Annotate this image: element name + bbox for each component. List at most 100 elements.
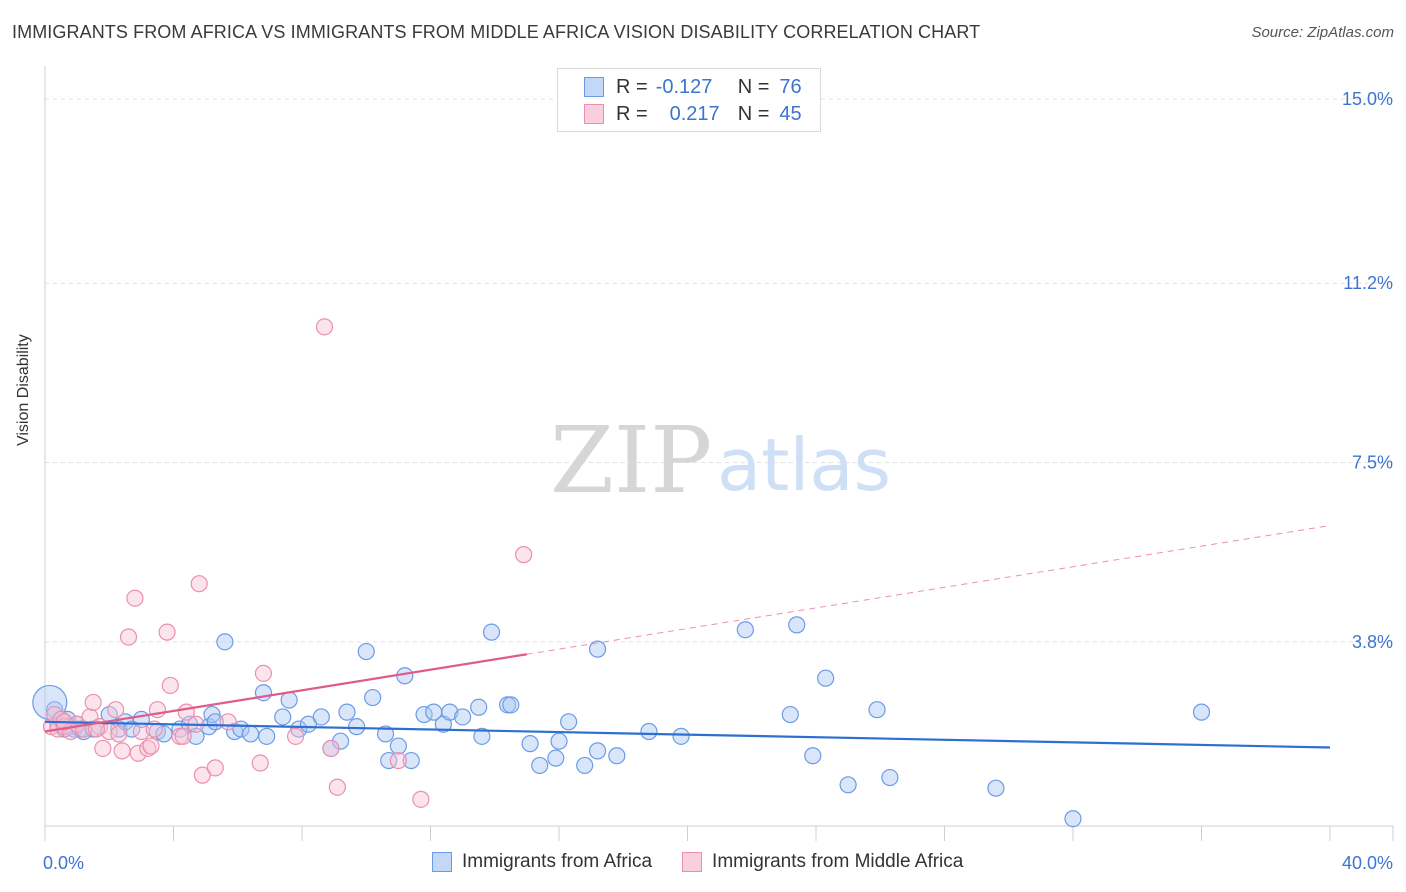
data-point-middle-africa xyxy=(110,725,128,743)
legend-r-value: 0.217 xyxy=(669,102,720,125)
data-point-middle-africa xyxy=(254,664,273,682)
series-africa-points xyxy=(32,616,1211,828)
data-point-africa xyxy=(868,701,886,719)
data-point-africa xyxy=(1192,703,1211,721)
data-point-africa xyxy=(380,751,398,770)
series-legend: Immigrants from Africa Immigrants from M… xyxy=(432,851,993,873)
data-point-middle-africa xyxy=(142,737,160,755)
trend-line-middle-africa-extension xyxy=(526,525,1331,655)
legend-item-africa: Immigrants from Africa xyxy=(432,851,652,873)
y-tick-label: 15.0% xyxy=(1342,89,1393,109)
data-point-africa xyxy=(242,725,260,743)
y-tick-label: 3.8% xyxy=(1352,632,1393,652)
data-point-africa xyxy=(376,725,395,743)
data-point-middle-africa xyxy=(412,790,430,808)
trend-lines xyxy=(44,525,1331,749)
data-point-middle-africa xyxy=(219,713,237,731)
data-point-middle-africa xyxy=(129,744,147,762)
legend-row-middle-africa: R = 0.217 N = 45 xyxy=(584,101,802,127)
data-point-africa xyxy=(470,698,488,716)
legend-n-value: 76 xyxy=(779,75,802,98)
data-point-africa xyxy=(881,768,899,787)
data-point-middle-africa xyxy=(126,589,144,607)
stats-legend: R = -0.127 N = 76 R = 0.217 N = 45 xyxy=(557,68,821,132)
chart-title: IMMIGRANTS FROM AFRICA VS IMMIGRANTS FRO… xyxy=(12,22,981,42)
legend-item-middle-africa: Immigrants from Middle Africa xyxy=(682,851,963,873)
legend-swatch-africa xyxy=(432,852,452,872)
data-point-africa xyxy=(788,616,806,634)
data-point-africa xyxy=(274,708,292,726)
legend-n-value: 45 xyxy=(779,102,802,125)
data-point-africa xyxy=(839,776,857,794)
watermark-zip: ZIP xyxy=(550,407,712,514)
data-point-middle-africa xyxy=(206,759,224,777)
data-point-middle-africa xyxy=(161,676,179,695)
watermark-atlas: atlas xyxy=(717,423,891,507)
legend-r-value: -0.127 xyxy=(655,75,713,98)
data-point-africa xyxy=(781,705,799,724)
legend-swatch-middle-africa xyxy=(584,104,604,124)
axes xyxy=(44,66,1394,841)
data-point-africa xyxy=(258,727,276,745)
data-point-middle-africa xyxy=(139,739,157,758)
data-point-africa xyxy=(357,642,375,661)
grid-lines xyxy=(45,98,1393,643)
data-point-africa xyxy=(817,669,835,687)
data-point-africa xyxy=(588,640,607,658)
data-point-middle-africa xyxy=(328,778,346,796)
data-point-middle-africa xyxy=(84,693,102,712)
data-point-africa xyxy=(531,756,549,775)
data-point-middle-africa xyxy=(193,766,212,784)
data-point-africa xyxy=(348,718,366,736)
data-point-africa xyxy=(672,727,690,745)
data-point-middle-africa xyxy=(515,546,533,564)
data-point-middle-africa xyxy=(94,739,112,758)
data-point-middle-africa xyxy=(113,742,131,760)
y-tick-label: 7.5% xyxy=(1352,453,1393,473)
legend-label-africa: Immigrants from Africa xyxy=(462,851,653,872)
data-point-africa xyxy=(46,701,64,719)
legend-r-label: R = xyxy=(616,75,648,98)
data-point-middle-africa xyxy=(107,701,125,719)
legend-label-middle-africa: Immigrants from Middle Africa xyxy=(712,851,964,872)
legend-n-label: N = xyxy=(737,75,770,98)
data-point-africa xyxy=(338,703,356,721)
data-point-africa xyxy=(547,749,565,767)
series-middle-africa-points xyxy=(42,318,533,808)
legend-r-label: R = xyxy=(616,102,648,125)
data-point-middle-africa xyxy=(322,739,340,758)
data-point-africa xyxy=(804,747,822,765)
data-point-middle-africa xyxy=(286,727,305,745)
data-point-africa xyxy=(736,621,754,639)
watermark: ZIP atlas xyxy=(550,407,891,514)
legend-swatch-africa xyxy=(584,77,604,97)
data-point-africa xyxy=(473,727,491,745)
y-axis-label: Vision Disability xyxy=(15,334,32,446)
trend-line-middle-africa xyxy=(44,653,528,733)
data-point-middle-africa xyxy=(389,751,407,770)
data-point-africa xyxy=(521,735,539,753)
data-point-middle-africa xyxy=(190,575,208,593)
data-point-africa xyxy=(402,751,420,770)
legend-n-label: N = xyxy=(737,102,770,125)
data-point-africa xyxy=(216,633,234,651)
data-point-africa xyxy=(502,696,520,714)
y-tick-label: 11.2% xyxy=(1343,273,1393,293)
data-point-middle-africa xyxy=(174,727,192,745)
data-point-middle-africa xyxy=(87,720,106,738)
x-tick-label: 0.0% xyxy=(43,853,84,873)
data-point-africa xyxy=(987,779,1005,797)
data-point-africa xyxy=(550,732,568,750)
legend-row-africa: R = -0.127 N = 76 xyxy=(584,74,802,100)
data-point-africa xyxy=(1064,810,1082,828)
data-point-africa xyxy=(441,703,459,721)
data-point-africa xyxy=(454,708,472,726)
data-point-middle-africa xyxy=(158,623,176,641)
data-point-middle-africa xyxy=(119,628,138,646)
data-point-africa xyxy=(312,708,330,726)
data-point-africa xyxy=(280,691,298,709)
data-point-africa xyxy=(32,684,68,721)
data-point-africa xyxy=(608,747,626,765)
x-tick-label: 40.0% xyxy=(1342,853,1393,873)
